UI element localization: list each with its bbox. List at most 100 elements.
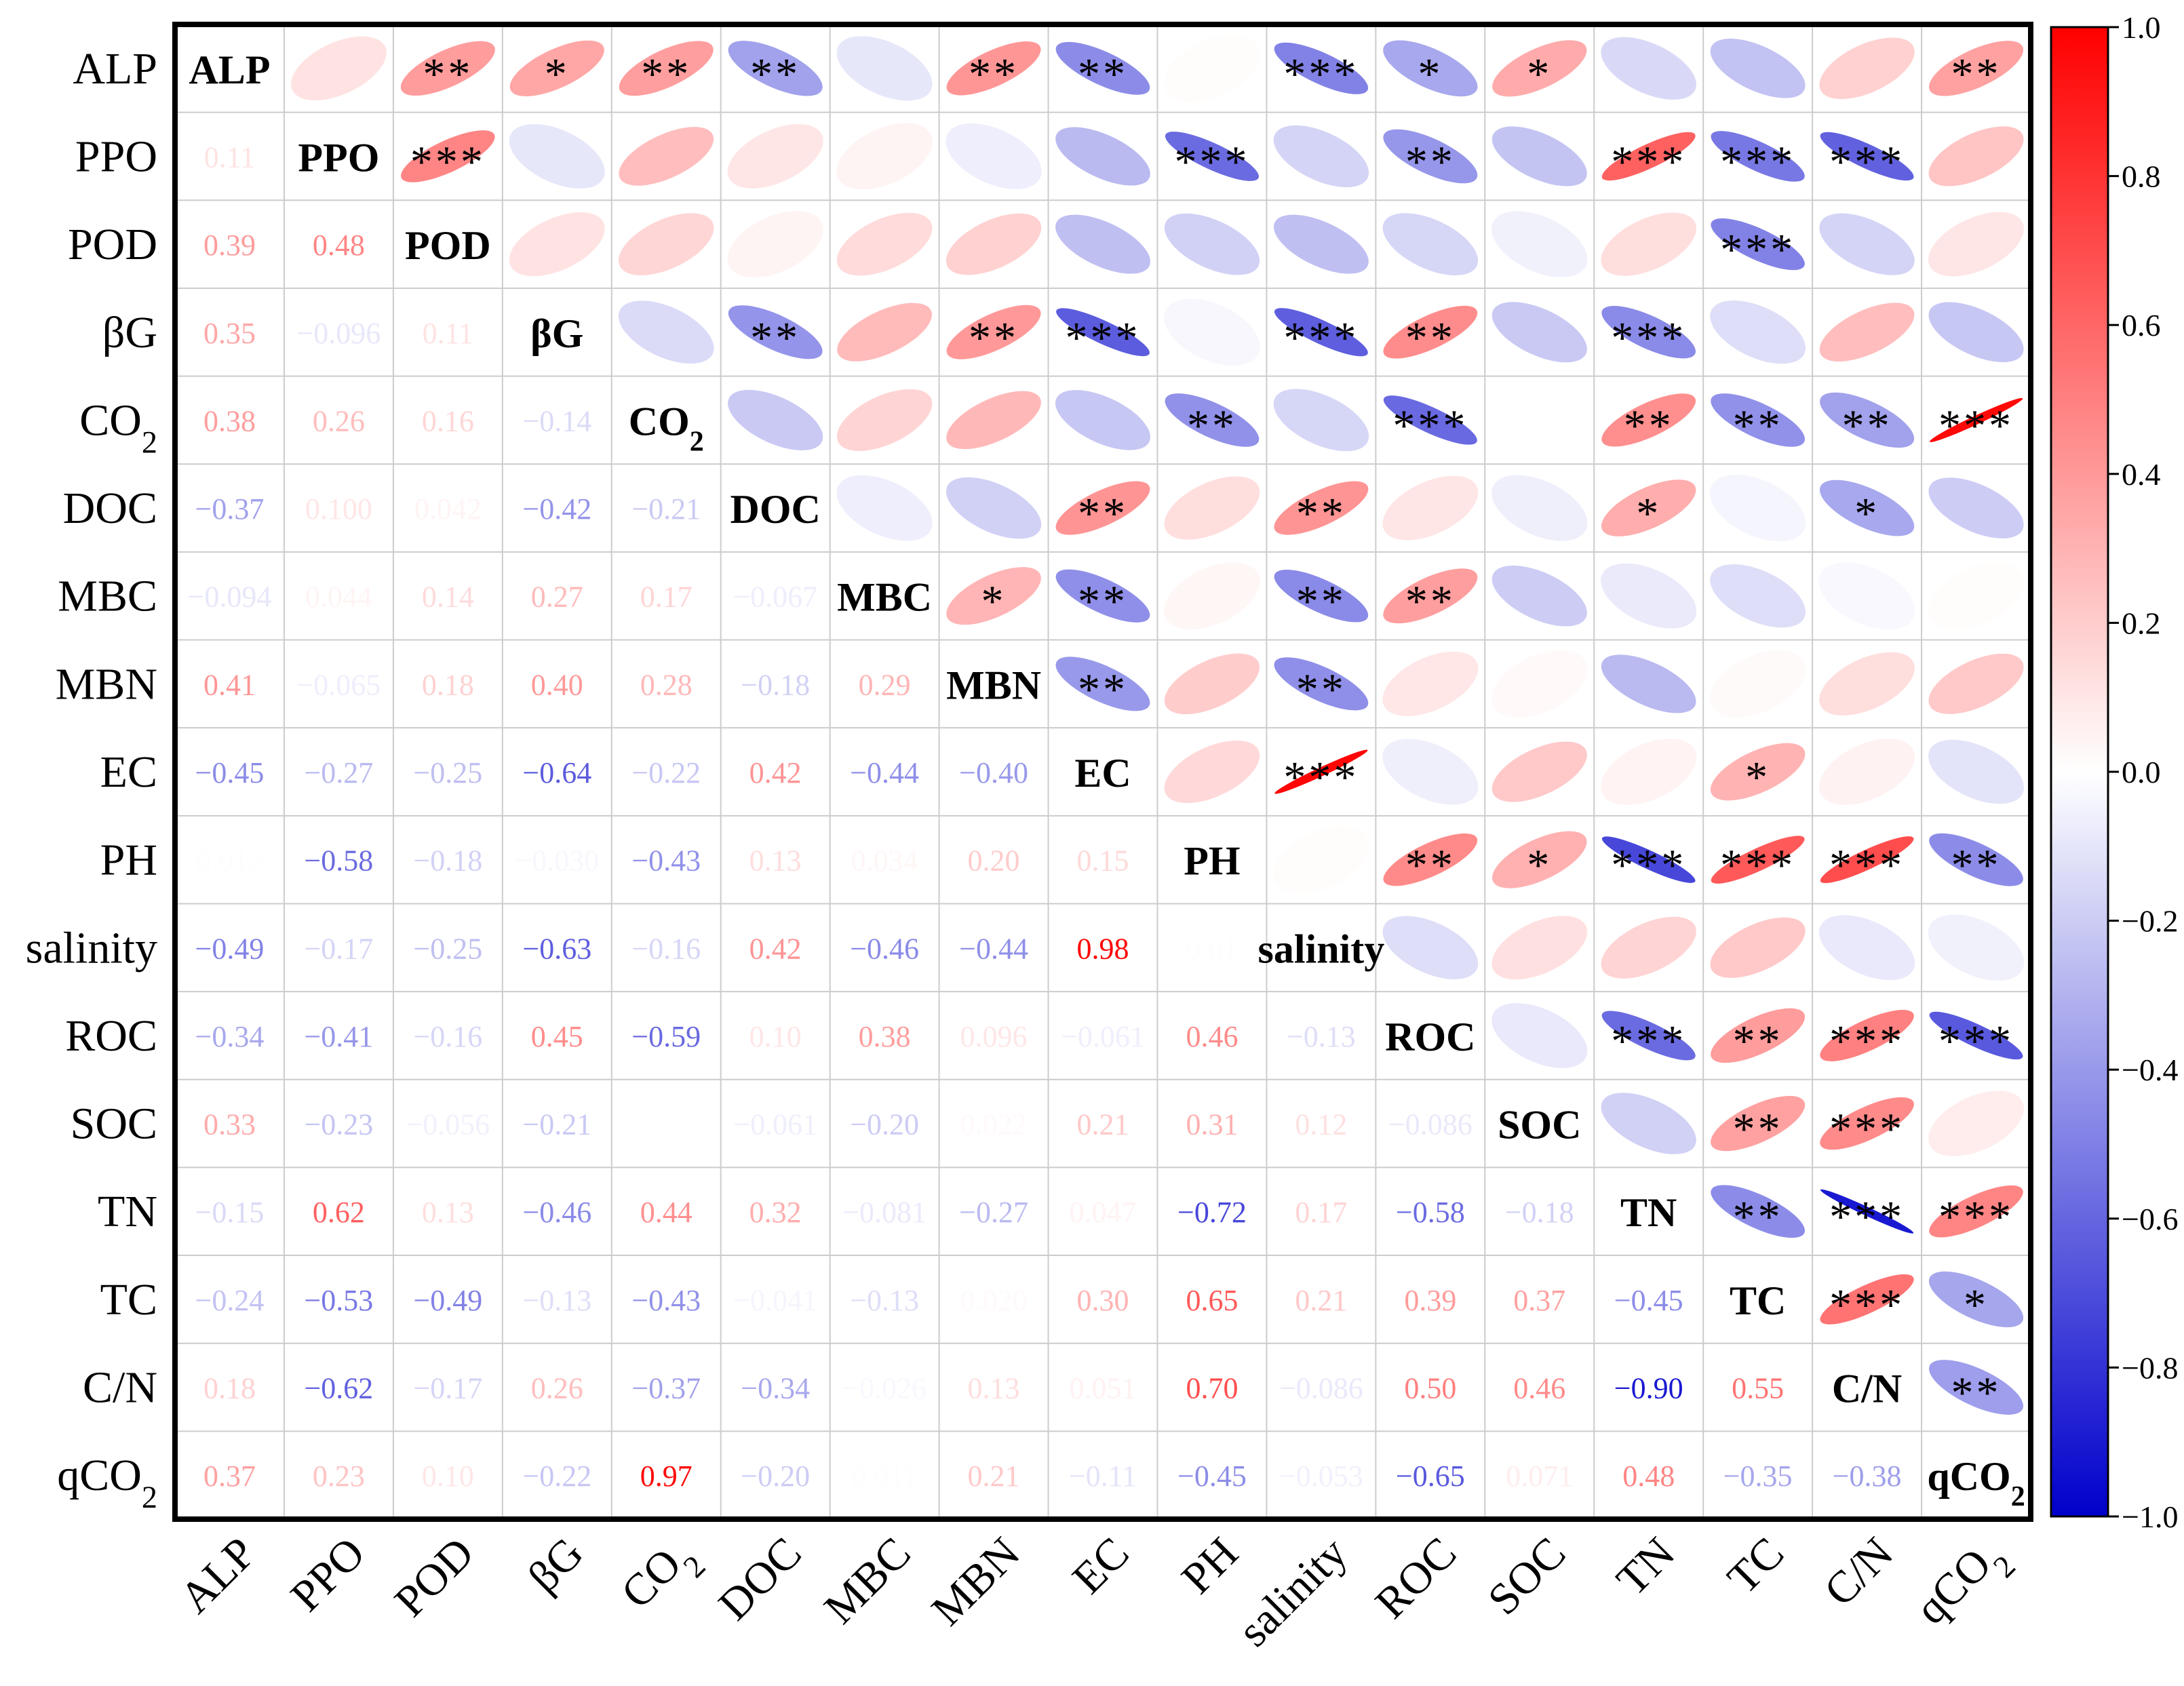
corr-value-label: −0.053 (1279, 1459, 1363, 1493)
diagonal-label: MBC (837, 575, 932, 620)
significance-marker: ** (1078, 665, 1128, 714)
x-tick-label: DOC (709, 1528, 811, 1630)
corr-ellipse (1382, 651, 1479, 716)
corr-ellipse (1601, 1093, 1696, 1154)
corr-ellipse (1491, 565, 1587, 627)
corr-value-label: −0.58 (1396, 1196, 1465, 1229)
corr-value-label: −0.44 (850, 756, 919, 789)
corr-ellipse (1164, 298, 1260, 366)
colorbar-tick-label: 0.8 (2122, 159, 2161, 194)
significance-marker: * (1636, 489, 1661, 538)
corr-ellipse (1601, 836, 1696, 883)
corr-ellipse (1710, 917, 1806, 978)
corr-value-label: 0.11 (204, 140, 255, 174)
corr-value-label: 0.48 (1622, 1459, 1675, 1493)
corr-ellipse (618, 300, 714, 364)
corr-value-label: −0.16 (631, 932, 701, 965)
corr-ellipse (728, 389, 823, 450)
significance-marker: *** (1066, 313, 1141, 363)
corr-value-label: −0.58 (304, 844, 373, 878)
corr-value-label: −0.27 (304, 756, 373, 789)
corr-value-label: −0.086 (1388, 1108, 1473, 1141)
corr-value-label: 0.28 (640, 668, 693, 701)
corr-value-label: 0.011 (851, 1459, 917, 1493)
corr-value-label: 0.40 (531, 668, 583, 701)
corr-ellipse (1491, 386, 1588, 454)
corr-value-label: −0.37 (195, 492, 265, 526)
corr-ellipse (946, 41, 1041, 96)
corr-value-label: 0.62 (313, 1196, 365, 1229)
corr-value-label: 0.98 (1077, 932, 1129, 965)
corr-value-label: −0.53 (304, 1284, 373, 1317)
colorbar-tick-label: 0.6 (2122, 308, 2161, 342)
corr-ellipse (1601, 37, 1696, 100)
corr-ellipse (1711, 836, 1805, 884)
corr-ellipse (1491, 1003, 1588, 1068)
corr-ellipse (727, 211, 823, 278)
y-tick-label: βG (102, 308, 157, 357)
corr-value-label: −0.18 (1505, 1196, 1574, 1229)
significance-marker: ** (1951, 1369, 2002, 1418)
corr-ellipse (945, 123, 1042, 189)
significance-marker: ** (423, 50, 473, 99)
corr-ellipse (1382, 739, 1479, 805)
corr-value-label: 0.35 (203, 317, 256, 350)
significance-marker: * (1418, 50, 1443, 99)
corr-value-label: −0.17 (304, 932, 373, 965)
corr-ellipse (1274, 481, 1369, 535)
corr-ellipse (836, 475, 933, 541)
corr-value-label: −0.20 (741, 1459, 810, 1493)
x-tick-label: ALP (170, 1528, 265, 1623)
corr-value-label: −0.13 (522, 1284, 591, 1317)
corr-ellipse (1928, 302, 2024, 363)
y-tick-label: SOC (71, 1099, 157, 1149)
x-tick-label: EC (1063, 1528, 1138, 1603)
corr-value-label: −0.18 (413, 844, 482, 878)
corr-value-label: −0.14 (522, 404, 591, 437)
corr-value-label: −0.34 (741, 1372, 810, 1405)
significance-marker: ** (1733, 1192, 1783, 1242)
corr-ellipse (1056, 308, 1150, 357)
significance-marker: *** (1283, 50, 1359, 99)
corr-value-label: −0.45 (1177, 1459, 1247, 1493)
diagonal-label: C/N (1832, 1367, 1902, 1411)
corr-value-label: 0.18 (203, 1372, 256, 1405)
corr-value-label: 0.18 (422, 668, 474, 701)
significance-marker: * (1854, 489, 1879, 538)
corr-value-label: 0.27 (531, 581, 583, 614)
corr-ellipse (1928, 1271, 2024, 1328)
corr-ellipse (509, 123, 605, 189)
corr-ellipse (1601, 739, 1697, 805)
corr-value-label: 0.047 (1070, 1196, 1137, 1229)
grid-lines (175, 24, 2031, 1519)
corr-ellipse (1820, 1010, 1914, 1061)
colorbar-tick-label: −1.0 (2122, 1499, 2178, 1534)
significance-marker: ** (1733, 401, 1783, 450)
y-tick-label: EC (100, 747, 157, 797)
corr-value-label: 0.051 (1070, 1372, 1137, 1405)
diagonal-label: qCO2 (1927, 1454, 2025, 1512)
corr-ellipse (400, 41, 495, 96)
corr-ellipse (1164, 562, 1260, 629)
x-tick-label: PH (1172, 1528, 1247, 1603)
corr-ellipse (290, 36, 387, 101)
diagonal-label: TN (1620, 1190, 1677, 1235)
corr-value-label: −0.22 (631, 756, 701, 789)
corr-ellipse (1601, 306, 1696, 359)
corr-ellipse (1818, 562, 1915, 630)
corr-ellipse (1492, 40, 1587, 97)
significance-marker: ** (1405, 137, 1456, 187)
corr-ellipse (1928, 653, 2024, 714)
significance-marker: ** (1624, 401, 1674, 450)
corr-ellipse (1601, 1011, 1696, 1061)
corr-ellipse (1165, 393, 1260, 447)
corr-ellipse (401, 130, 495, 182)
y-tick-label: TN (98, 1187, 157, 1236)
corr-value-label: 0.46 (1513, 1372, 1565, 1405)
corr-ellipse (1491, 126, 1587, 187)
significance-marker: ** (750, 313, 800, 363)
x-tick-label: SOC (1479, 1528, 1575, 1624)
corr-ellipse (1709, 650, 1806, 718)
